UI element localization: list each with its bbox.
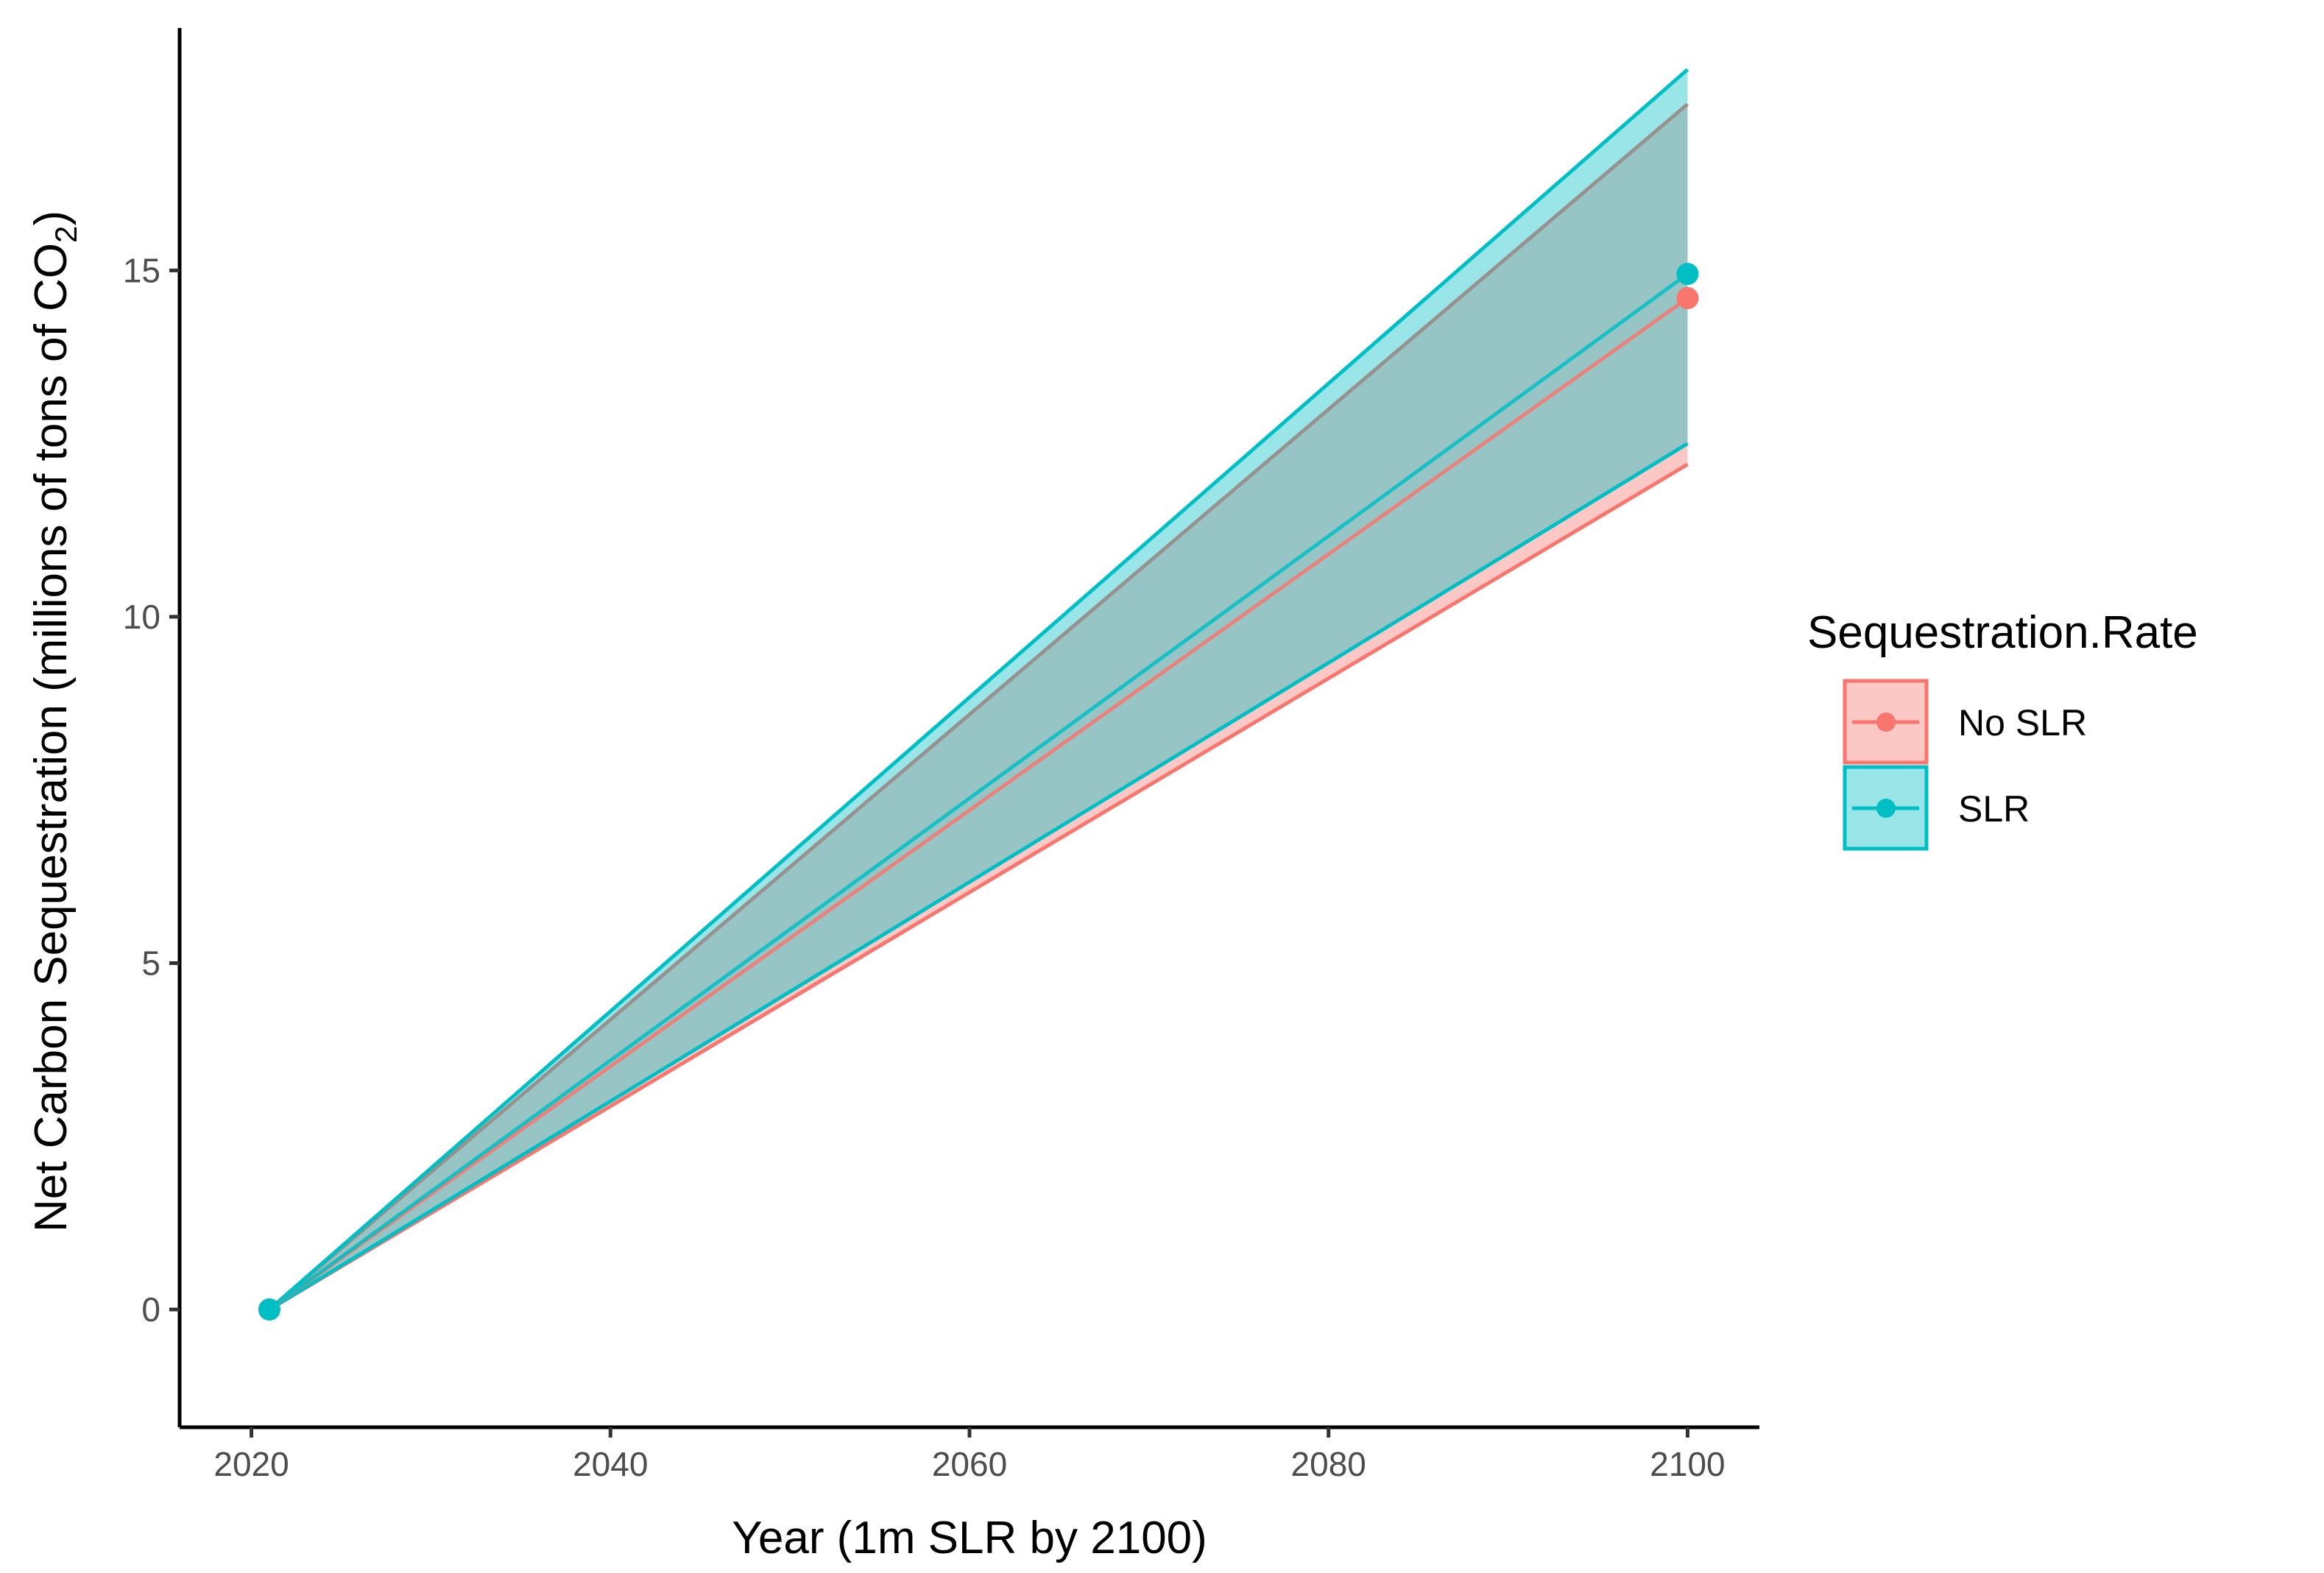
ribbon-upper-edge-no-slr xyxy=(268,102,1689,1311)
data-point-slr xyxy=(1676,263,1699,286)
legend-label-no-slr: No SLR xyxy=(1958,702,2087,743)
ribbon-upper-edge-slr xyxy=(268,68,1689,1311)
y-axis-title-main: Net Carbon Sequestration (millions of to… xyxy=(26,243,77,1232)
x-ticks: 2020 2040 2060 2080 2100 xyxy=(213,1427,1726,1483)
legend-items: No SLR SLR xyxy=(1843,679,2087,851)
data-point-no-slr xyxy=(1676,287,1699,310)
y-tick-label: 10 xyxy=(123,598,160,636)
legend: Sequestration.Rate No SLR SLR xyxy=(1807,607,2198,851)
legend-key-point-no-slr xyxy=(1876,713,1896,732)
y-tick-label: 15 xyxy=(123,251,160,289)
data-point-slr xyxy=(258,1298,280,1321)
x-tick-label: 2080 xyxy=(1291,1445,1366,1483)
y-tick-label: 5 xyxy=(141,944,160,982)
confidence-ribbons xyxy=(268,68,1689,1312)
ribbon-lower-edge-no-slr xyxy=(268,462,1689,1312)
x-tick-label: 2020 xyxy=(213,1445,289,1483)
series-points xyxy=(258,263,1699,1321)
y-axis-title: Net Carbon Sequestration (millions of to… xyxy=(26,211,83,1232)
series-lines xyxy=(268,272,1689,1312)
legend-label-slr: SLR xyxy=(1958,788,2030,830)
legend-key-point-slr xyxy=(1876,799,1896,818)
x-tick-label: 2060 xyxy=(932,1445,1007,1483)
series-line-no-slr xyxy=(268,296,1689,1312)
x-tick-label: 2040 xyxy=(573,1445,648,1483)
x-tick-label: 2100 xyxy=(1650,1445,1725,1483)
y-axis-title-subscript: 2 xyxy=(49,226,83,243)
series-line-slr xyxy=(268,272,1689,1312)
y-ticks: 0 5 10 15 xyxy=(123,251,180,1329)
y-tick-label: 0 xyxy=(141,1290,160,1329)
legend-item-no-slr: No SLR xyxy=(1843,679,2087,765)
legend-item-slr: SLR xyxy=(1843,765,2030,851)
legend-title: Sequestration.Rate xyxy=(1807,607,2198,658)
ribbon-lower-edge-slr xyxy=(268,442,1689,1312)
y-axis-title-end: ) xyxy=(26,211,77,226)
x-axis-title: Year (1m SLR by 2100) xyxy=(732,1513,1207,1563)
